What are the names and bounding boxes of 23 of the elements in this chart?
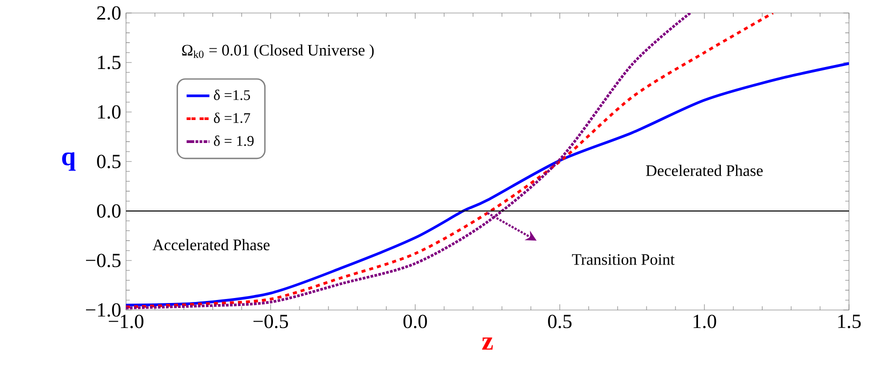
x-tick-label: 1.0 [694,314,716,328]
annotation: Accelerated Phase [152,239,270,250]
y-axis-title: q [62,152,76,171]
annotation: Ω$_{k0}$ = 0.01 (Closed Universe ) [182,44,374,59]
y-tick-label: 0.0 [97,204,121,218]
legend-label: δ = 1.9 [214,136,254,146]
y-tick-label: 0.5 [97,154,121,168]
x-tick-label: 0.0 [403,314,427,328]
y-tick-label: 1.0 [98,105,121,119]
x-tick-label: 0.5 [548,314,572,328]
legend-label: δ =1.7 [214,112,250,124]
x-tick-label: −1.0 [108,314,144,328]
line-series [126,62,849,306]
annotation: Transition Point [572,254,675,265]
y-tick-label: 2.0 [97,6,121,20]
x-tick-label: 1.5 [838,314,861,328]
y-tick-label: 1.5 [98,56,121,70]
y-tick-label: −1.0 [86,303,121,317]
y-tick-label: −0.5 [86,254,121,268]
legend-label: δ =1.5 [214,90,250,100]
x-axis-title: z [482,337,493,350]
x-tick-label: −0.5 [253,314,288,328]
annotation: Decelerated Phase [646,164,763,176]
